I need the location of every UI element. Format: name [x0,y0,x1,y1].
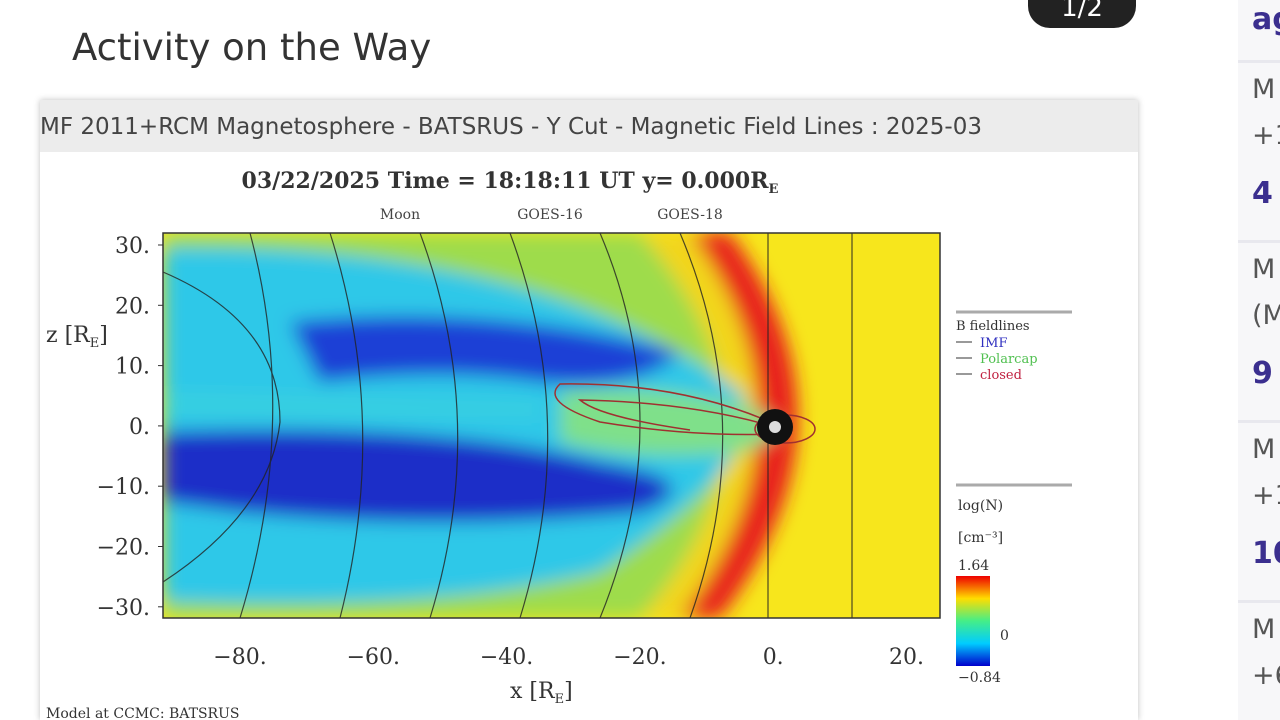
card-line: M [1252,434,1276,465]
x-axis-label: x [RE] [510,679,573,707]
card-value: 10 [1252,536,1280,571]
card-divider [1238,60,1280,63]
y-tick-label: −30. [97,596,150,621]
y-tick-label: 0. [129,415,150,440]
time-text: 03/22/2025 Time = 18:18:11 UT y= 0.000R [242,168,770,194]
x-tick-label: −80. [213,645,266,670]
figure-header: MF 2011+RCM Magnetosphere - BATSRUS - Y … [40,100,1138,152]
x-tick-label: 20. [889,645,924,670]
axis-subscript: E [555,692,565,707]
x-tick-label: −40. [480,645,533,670]
colorbar-unit: [cm⁻³] [958,530,1003,546]
card-divider [1238,600,1280,603]
y-tick-label: −10. [97,475,150,500]
fieldline-legend-item: IMF [980,336,1007,351]
credit: Model at CCMC: BATSRUS [46,706,240,720]
axis-close: ] [99,323,108,348]
sidebar-top: ag [1252,2,1280,37]
colorbar-title: log(N) [958,498,1003,514]
card-divider [1238,240,1280,243]
y-tick-label: −20. [97,536,150,561]
image-counter[interactable]: 1/2 [1028,0,1136,28]
x-tick-label: −20. [613,645,666,670]
card-line: (M [1252,300,1280,331]
marker-legend: Moon [380,207,420,223]
y-tick-label: 20. [115,294,150,319]
marker-legend: GOES-16 [517,207,583,223]
card-line: +1 [1252,120,1280,151]
axis-close: ] [564,679,573,704]
earth-center [769,421,781,433]
colorbar-max: 1.64 [958,558,989,574]
y-tick-label: 30. [115,234,150,259]
colorbar [956,576,990,666]
colorbar-min: −0.84 [958,670,1001,686]
colorbar-mid: 0 [1000,628,1009,644]
card-line: +6 [1252,660,1280,691]
marker-legend: GOES-18 [657,207,723,223]
card-line: M [1252,614,1276,645]
figure-image: 03/22/2025 Time = 18:18:11 UT y= 0.000RE… [46,168,1072,720]
x-tick-label: 0. [763,645,784,670]
figure-panel: MF 2011+RCM Magnetosphere - BATSRUS - Y … [40,100,1138,720]
axis-label-text: x [R [510,679,556,704]
card-line: M [1252,74,1276,105]
y-tick-label: 10. [115,355,150,380]
x-tick-label: −60. [347,645,400,670]
axis-label-text: z [R [46,323,91,348]
card-value: 9 [1252,356,1273,391]
density-map [163,233,940,618]
heading: Activity on the Way [72,26,432,69]
sidebar: ag M +1 4 M (M 9 M +1 10 M +6 [1238,0,1280,720]
fieldline-legend-item: closed [980,368,1022,383]
card-divider [1238,420,1280,423]
field-lines [163,233,853,618]
card-value: 4 [1252,176,1273,211]
card-line: +1 [1252,480,1280,511]
time-label: 03/22/2025 Time = 18:18:11 UT y= 0.000RE [242,168,779,197]
fieldline-legend-item: Polarcap [980,352,1038,367]
card-line: M [1252,254,1276,285]
time-subscript: E [769,182,779,197]
y-axis-label: z [RE] [46,323,108,351]
fieldline-legend-title: B fieldlines [956,319,1030,334]
axis-subscript: E [90,336,100,351]
